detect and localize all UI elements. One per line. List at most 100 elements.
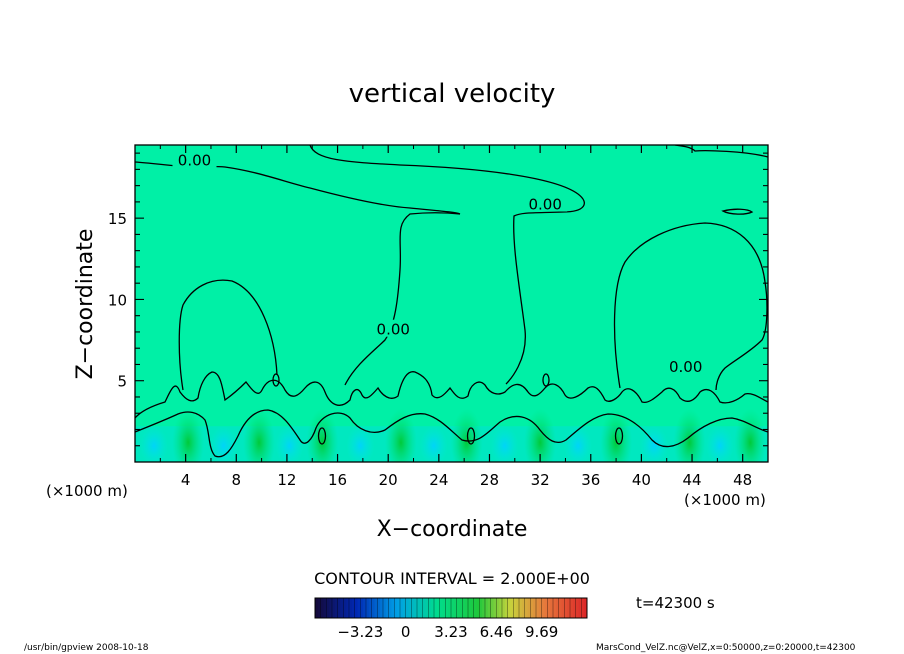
colorbar-cell xyxy=(368,598,373,618)
contour-center-column xyxy=(344,212,461,386)
colorbar-cell xyxy=(465,598,469,618)
colorbar-cell xyxy=(530,598,534,618)
colorbar-cell xyxy=(422,598,426,618)
colorbar-cell xyxy=(462,598,466,618)
x-tick-label: 4 xyxy=(181,471,191,489)
colorbar-cell xyxy=(567,598,571,618)
x-tick-label: 12 xyxy=(277,471,296,489)
colorbar-cell xyxy=(451,598,455,618)
contour-label: 0.00 xyxy=(377,321,410,339)
colorbar-cell xyxy=(510,598,514,618)
colorbar-cell xyxy=(524,598,528,618)
contour-label-bg xyxy=(523,194,568,212)
updraft-patch xyxy=(734,408,767,462)
contour-oval-3 xyxy=(614,427,624,445)
colorbar-cell xyxy=(315,598,319,618)
contour-oval-5 xyxy=(542,373,550,387)
colorbar-cell xyxy=(521,598,526,618)
downdraft-patch xyxy=(139,425,168,462)
colorbar-cell xyxy=(343,598,347,618)
colorbar-cell xyxy=(544,598,548,618)
colorbar-cell xyxy=(397,598,401,618)
x-tick-label: 32 xyxy=(531,471,550,489)
colorbar-cell xyxy=(459,598,463,618)
colorbar-cell xyxy=(332,598,336,618)
y-tick-label: 10 xyxy=(108,291,127,309)
contour-label: 0.00 xyxy=(669,358,702,376)
colorbar-cell xyxy=(340,598,344,618)
x-tick-label: 20 xyxy=(379,471,398,489)
colorbar-cell xyxy=(572,598,577,618)
time-label: t=42300 s xyxy=(636,594,715,612)
contour-label-bg xyxy=(371,319,416,337)
colorbar-cell xyxy=(581,598,585,618)
contour-label-bg xyxy=(172,150,217,168)
downdraft-patch xyxy=(705,425,734,462)
colorbar-cell xyxy=(445,598,449,618)
colorbar-cell xyxy=(434,598,438,618)
colorbar-cell xyxy=(468,598,472,618)
colorbar-cell xyxy=(538,598,543,618)
colorbar-cell xyxy=(351,598,356,618)
colorbar-cell xyxy=(366,598,370,618)
downdraft-patch xyxy=(275,425,304,462)
contour-lower-wave xyxy=(135,409,768,458)
x-tick-label: 44 xyxy=(682,471,701,489)
colorbar-cell xyxy=(493,598,497,618)
colorbar-cell xyxy=(499,598,503,618)
colorbar-cell xyxy=(490,598,494,618)
colorbar-cell xyxy=(439,598,443,618)
x-unit-left: (×1000 m) xyxy=(46,482,128,500)
colorbar-cell xyxy=(411,598,415,618)
contour-lines xyxy=(135,145,768,458)
contour-label-group: 0.00 0.00 0.00 0.00 xyxy=(172,150,708,376)
colorbar-cell xyxy=(527,598,531,618)
contour-small-oval xyxy=(721,208,754,215)
downdraft-patch xyxy=(346,425,375,462)
colorbar-cell xyxy=(380,598,384,618)
colorbar-cell xyxy=(575,598,579,618)
y-tick-label: 5 xyxy=(117,373,127,391)
contour-oval-1 xyxy=(317,427,327,445)
colorbar-cell xyxy=(431,598,435,618)
plot-background xyxy=(135,145,768,462)
colorbar-cell xyxy=(419,598,424,618)
downdraft-patch xyxy=(209,425,238,462)
colorbar-cell xyxy=(363,598,367,618)
x-unit-right: (×1000 m) xyxy=(684,491,766,509)
contour-lower-band xyxy=(135,371,768,419)
colorbar-cell xyxy=(584,598,588,618)
updraft-patch xyxy=(673,408,706,462)
colorbar-cell xyxy=(360,598,364,618)
colorbar-cell xyxy=(561,598,565,618)
colorbar-cell xyxy=(402,598,407,618)
colorbar-cell xyxy=(507,598,511,618)
colorbar-cell xyxy=(504,598,509,618)
x-tick-label: 28 xyxy=(480,471,499,489)
colorbar-cell xyxy=(400,598,404,618)
downdraft-patch xyxy=(564,425,593,462)
contour-upper-middle xyxy=(309,145,585,385)
colorbar-cell xyxy=(329,598,333,618)
colorbar-cell xyxy=(371,598,375,618)
colorbar-cell xyxy=(388,598,392,618)
x-tick-label: 8 xyxy=(232,471,242,489)
x-axis-label: X−coordinate xyxy=(377,517,528,542)
colorbar-cell xyxy=(502,598,506,618)
contour-oval-2 xyxy=(466,427,476,445)
plot-frame xyxy=(134,144,769,463)
colorbar-cell xyxy=(453,598,458,618)
x-tick-label: 40 xyxy=(632,471,651,489)
updraft-patch xyxy=(243,408,276,462)
colorbar-tick-label: 3.23 xyxy=(434,623,467,641)
colorbar-cell xyxy=(405,598,409,618)
contour-right-dome xyxy=(613,222,768,391)
colorbar-cell xyxy=(408,598,412,618)
colorbar-ticks: −3.23 0 3.23 6.46 9.69 xyxy=(337,623,558,641)
colorbar-cell xyxy=(377,598,381,618)
colorbar-cell xyxy=(470,598,475,618)
colorbar-cell xyxy=(533,598,537,618)
contour-label: 0.00 xyxy=(178,152,211,170)
